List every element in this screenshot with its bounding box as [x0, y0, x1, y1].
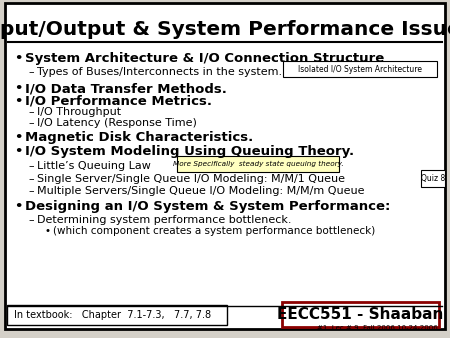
- Text: –: –: [28, 118, 34, 128]
- FancyBboxPatch shape: [283, 61, 437, 77]
- Text: •: •: [14, 145, 22, 158]
- Text: Determining system performance bottleneck.: Determining system performance bottlenec…: [37, 215, 292, 225]
- Text: I/O Throughput: I/O Throughput: [37, 107, 121, 117]
- Text: #1  Lec # 9  Fall 2006 10-24-2006: #1 Lec # 9 Fall 2006 10-24-2006: [317, 325, 438, 331]
- Text: •: •: [44, 226, 50, 236]
- Text: Input/Output & System Performance Issues: Input/Output & System Performance Issues: [0, 20, 450, 39]
- Text: Magnetic Disk Characteristics.: Magnetic Disk Characteristics.: [25, 131, 253, 144]
- FancyBboxPatch shape: [177, 156, 339, 172]
- Text: EECC551 - Shaaban: EECC551 - Shaaban: [277, 307, 444, 322]
- Text: More Specifically  steady state queuing theory.: More Specifically steady state queuing t…: [173, 161, 343, 167]
- Text: –: –: [28, 67, 34, 77]
- Text: Single Server/Single Queue I/O Modeling: M/M/1 Queue: Single Server/Single Queue I/O Modeling:…: [37, 174, 345, 184]
- Text: I/O Performance Metrics.: I/O Performance Metrics.: [25, 95, 212, 108]
- Text: Little’s Queuing Law: Little’s Queuing Law: [37, 161, 151, 171]
- Text: –: –: [28, 215, 34, 225]
- Text: Multiple Servers/Single Queue I/O Modeling: M/M/m Queue: Multiple Servers/Single Queue I/O Modeli…: [37, 186, 364, 196]
- FancyBboxPatch shape: [7, 305, 227, 325]
- Text: I/O Data Transfer Methods.: I/O Data Transfer Methods.: [25, 82, 227, 95]
- Text: I/O System Modeling Using Queuing Theory.: I/O System Modeling Using Queuing Theory…: [25, 145, 354, 158]
- Text: •: •: [14, 82, 22, 95]
- Text: System Architecture & I/O Connection Structure: System Architecture & I/O Connection Str…: [25, 52, 384, 65]
- Text: Isolated I/O System Architecture: Isolated I/O System Architecture: [298, 65, 422, 73]
- Text: •: •: [14, 52, 22, 65]
- Text: •: •: [14, 200, 22, 213]
- Text: –: –: [28, 186, 34, 196]
- Text: (which component creates a system performance bottleneck): (which component creates a system perfor…: [53, 226, 375, 236]
- Text: –: –: [28, 161, 34, 171]
- Text: Quiz 8: Quiz 8: [421, 174, 445, 183]
- Text: –: –: [28, 174, 34, 184]
- Text: •: •: [14, 131, 22, 144]
- FancyBboxPatch shape: [421, 170, 445, 187]
- Text: –: –: [28, 107, 34, 117]
- Text: Designing an I/O System & System Performance:: Designing an I/O System & System Perform…: [25, 200, 391, 213]
- FancyBboxPatch shape: [5, 3, 445, 329]
- Text: In textbook:   Chapter  7.1-7.3,   7.7, 7.8: In textbook: Chapter 7.1-7.3, 7.7, 7.8: [14, 310, 211, 320]
- FancyBboxPatch shape: [282, 302, 439, 327]
- Text: •: •: [14, 95, 22, 108]
- Text: I/O Latency (Response Time): I/O Latency (Response Time): [37, 118, 197, 128]
- Text: Types of Buses/Interconnects in the system.: Types of Buses/Interconnects in the syst…: [37, 67, 282, 77]
